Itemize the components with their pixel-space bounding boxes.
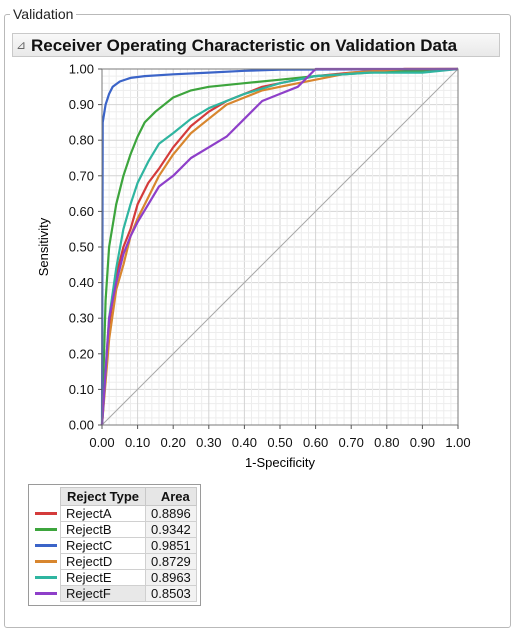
- y-tick-label: 0.00: [69, 418, 94, 433]
- reject-type-cell: RejectE: [59, 569, 147, 586]
- x-tick-label: 0.20: [161, 435, 186, 450]
- x-tick-label: 0.70: [339, 435, 364, 450]
- y-tick-label: 0.70: [69, 168, 94, 183]
- x-tick-label: 0.50: [267, 435, 292, 450]
- roc-line-rejectf: [100, 67, 458, 426]
- x-tick-label: 0.30: [196, 435, 221, 450]
- section-title: Receiver Operating Characteristic on Val…: [31, 36, 458, 55]
- x-tick-labels: 0.00 0.10 0.20 0.30 0.40 0.50 0.60 0.70 0.80 0.90…: [89, 425, 471, 450]
- reference-diagonal: [101, 68, 459, 426]
- line-color-icon: [35, 512, 57, 515]
- swatch-header: [32, 487, 61, 506]
- legend-swatch: [32, 554, 61, 570]
- reject-type-cell: RejectB: [59, 521, 147, 538]
- line-color-icon: [35, 592, 57, 595]
- grid: [101, 68, 459, 426]
- area-table: Reject Type Area RejectA 0.8896 RejectB 0.9…: [32, 487, 197, 602]
- x-axis-label: 1-Specificity: [245, 455, 316, 470]
- reject-type-header[interactable]: Reject Type: [59, 487, 147, 506]
- area-cell: 0.8503: [145, 585, 197, 602]
- y-tick-label: 0.20: [69, 346, 94, 361]
- y-tick-label: 1.00: [69, 62, 94, 77]
- y-tick-labels: 0.00 0.10 0.20 0.30 0.40 0.50 0.60 0.70 0.80 0.90…: [69, 62, 102, 433]
- roc-section-header[interactable]: ⊿ Receiver Operating Characteristic on V…: [12, 33, 500, 57]
- table-row[interactable]: RejectB 0.9342: [32, 521, 197, 538]
- line-color-icon: [35, 544, 57, 547]
- roc-line-rejectc: [100, 67, 459, 426]
- area-cell: 0.8963: [145, 569, 197, 586]
- x-tick-label: 0.40: [232, 435, 257, 450]
- roc-line-rejectb: [100, 67, 459, 426]
- y-axis-label: Sensitivity: [36, 217, 51, 276]
- y-tick-label: 0.40: [69, 275, 94, 290]
- table-row[interactable]: RejectA 0.8896: [32, 505, 197, 522]
- validation-group-box: [4, 14, 511, 628]
- legend-swatch: [32, 586, 61, 602]
- area-cell: 0.9851: [145, 537, 197, 554]
- line-color-icon: [35, 560, 57, 563]
- area-cell: 0.8896: [145, 505, 197, 522]
- x-tick-label: 0.60: [303, 435, 328, 450]
- x-tick-label: 1.00: [445, 435, 470, 450]
- legend-table: Reject Type Area RejectA 0.8896 RejectB 0.9…: [28, 484, 201, 606]
- x-tick-label: 0.80: [374, 435, 399, 450]
- table-row[interactable]: RejectC 0.9851: [32, 537, 197, 554]
- y-tick-label: 0.80: [69, 133, 94, 148]
- table-row[interactable]: RejectF 0.8503: [32, 585, 197, 602]
- group-title: Validation: [10, 6, 77, 22]
- line-color-icon: [35, 576, 57, 579]
- roc-line-rejecte: [100, 67, 459, 426]
- legend-swatch: [32, 538, 61, 554]
- legend-swatch: [32, 570, 61, 586]
- x-tick-label: 0.90: [410, 435, 435, 450]
- area-header[interactable]: Area: [145, 487, 197, 506]
- line-color-icon: [35, 528, 57, 531]
- legend-swatch: [32, 506, 61, 522]
- y-tick-label: 0.30: [69, 311, 94, 326]
- roc-line-rejectd: [100, 67, 458, 426]
- legend-swatch: [32, 522, 61, 538]
- disclosure-triangle-icon[interactable]: ⊿: [16, 38, 27, 52]
- reject-type-cell: RejectF: [59, 585, 147, 602]
- y-tick-label: 0.90: [69, 97, 94, 112]
- x-tick-label: 0.10: [125, 435, 150, 450]
- area-cell: 0.9342: [145, 521, 197, 538]
- table-row[interactable]: RejectD 0.8729: [32, 553, 197, 570]
- y-tick-label: 0.10: [69, 382, 94, 397]
- reject-type-cell: RejectA: [59, 505, 147, 522]
- series-lines: [100, 67, 459, 426]
- y-tick-label: 0.60: [69, 204, 94, 219]
- area-cell: 0.8729: [145, 553, 197, 570]
- reject-type-cell: RejectD: [59, 553, 147, 570]
- x-tick-label: 0.00: [89, 435, 114, 450]
- reject-type-cell: RejectC: [59, 537, 147, 554]
- table-row[interactable]: RejectE 0.8963: [32, 569, 197, 586]
- y-tick-label: 0.50: [69, 240, 94, 255]
